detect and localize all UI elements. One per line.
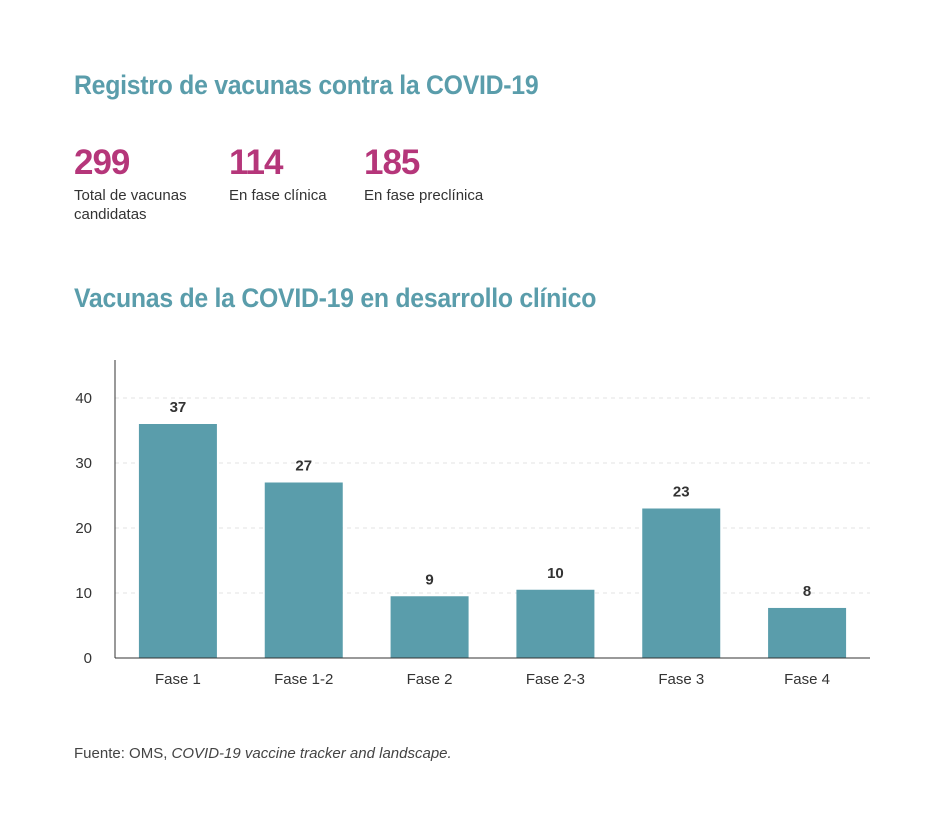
- stat-label: Total de vacunas candidatas: [74, 187, 187, 223]
- bar: [768, 607, 847, 658]
- stat-preclinical-phase: 185 En fase preclínica: [364, 143, 524, 205]
- source-note: Fuente: OMS, COVID-19 vaccine tracker an…: [74, 745, 452, 762]
- stat-value: 299: [74, 143, 130, 182]
- stat-label: En fase preclínica: [364, 187, 484, 204]
- x-tick-label: Fase 1: [155, 671, 201, 688]
- bar-value-label: 27: [295, 458, 312, 475]
- bar: [138, 424, 217, 658]
- x-tick-label: Fase 2: [407, 671, 453, 688]
- stat-value: 185: [364, 143, 420, 182]
- stats-summary: 299 Total de vacunas candidatas 114 En f…: [74, 143, 674, 233]
- source-title: COVID-19 vaccine tracker and landscape.: [171, 745, 452, 762]
- chart-gridlines: [115, 397, 870, 594]
- chart-labels: 0 10 20 30 40 37 Fase 1 27 Fase 1-2 9 Fase 2 10 Fase…: [75, 390, 830, 688]
- x-tick-label: Fase 3: [658, 671, 704, 688]
- y-tick-label: 20: [75, 520, 92, 537]
- stat-total-candidates: 299 Total de vacunas candidatas: [74, 143, 214, 224]
- bar-value-label: 8: [803, 583, 811, 600]
- bar-value-label: 10: [547, 565, 564, 582]
- chart-axes: [114, 360, 870, 659]
- y-tick-label: 30: [75, 455, 92, 472]
- y-tick-label: 40: [75, 390, 92, 407]
- x-tick-label: Fase 4: [784, 671, 830, 688]
- bar: [390, 596, 469, 658]
- stat-label: En fase clínica: [229, 187, 327, 204]
- bar-value-label: 9: [425, 571, 433, 588]
- stat-clinical-phase: 114 En fase clínica: [229, 143, 369, 205]
- stat-value: 114: [229, 143, 283, 182]
- chart-bars: [138, 424, 847, 658]
- y-tick-label: 10: [75, 585, 92, 602]
- bar-value-label: 37: [170, 399, 187, 416]
- x-tick-label: Fase 1-2: [274, 671, 333, 688]
- y-tick-label: 0: [84, 650, 92, 667]
- x-tick-label: Fase 2-3: [526, 671, 585, 688]
- bar: [264, 482, 343, 658]
- bar-value-label: 23: [673, 484, 690, 501]
- bar: [642, 508, 721, 658]
- bar: [516, 589, 595, 658]
- chart-title: Vacunas de la COVID-19 en desarrollo clí…: [74, 283, 597, 313]
- source-prefix: Fuente: OMS,: [74, 745, 172, 762]
- bar-chart: 0 10 20 30 40 37 Fase 1 27 Fase 1-2 9 Fase 2 10 Fase…: [75, 360, 870, 688]
- page-title: Registro de vacunas contra la COVID-19: [74, 70, 539, 100]
